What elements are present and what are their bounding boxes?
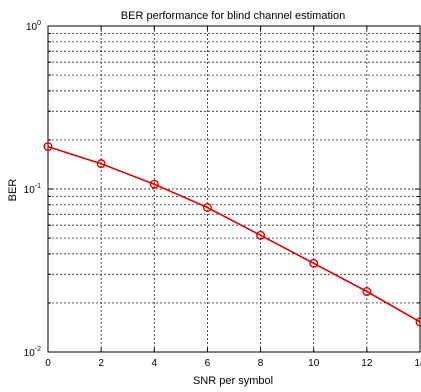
y-tick-labels: 100 10-1 10-2 xyxy=(24,20,41,359)
data-point-marker xyxy=(362,287,372,297)
series-layer xyxy=(43,142,421,327)
x-tick-label: 10 xyxy=(308,358,320,369)
x-tick-label: 4 xyxy=(152,358,158,369)
data-point-marker xyxy=(202,203,212,213)
grid-lines xyxy=(48,26,420,352)
x-axis-label: SNR per symbol xyxy=(193,375,273,387)
series-line xyxy=(47,145,421,323)
x-tick-labels: 0 2 4 6 8 10 12 14 xyxy=(45,358,421,369)
data-point-marker xyxy=(415,317,421,327)
data-point-marker xyxy=(309,258,319,268)
x-tick-label: 0 xyxy=(45,358,51,369)
x-tick-label: 14 xyxy=(414,358,421,369)
x-tick-label: 12 xyxy=(361,358,373,369)
y-tick-label: 100 xyxy=(26,20,41,33)
y-tick-label: 10-1 xyxy=(24,183,41,196)
x-tick-label: 2 xyxy=(98,358,104,369)
y-tick-label: 10-2 xyxy=(24,346,41,359)
chart-title: BER performance for blind channel estima… xyxy=(121,10,345,22)
data-point-marker xyxy=(256,230,266,240)
x-tick-label: 8 xyxy=(258,358,264,369)
y-axis-label: BER xyxy=(7,179,19,202)
data-point-marker xyxy=(43,142,53,152)
data-point-marker xyxy=(96,159,106,169)
axis-ticks xyxy=(47,26,421,353)
x-tick-label: 6 xyxy=(205,358,211,369)
data-point-marker xyxy=(149,179,159,189)
